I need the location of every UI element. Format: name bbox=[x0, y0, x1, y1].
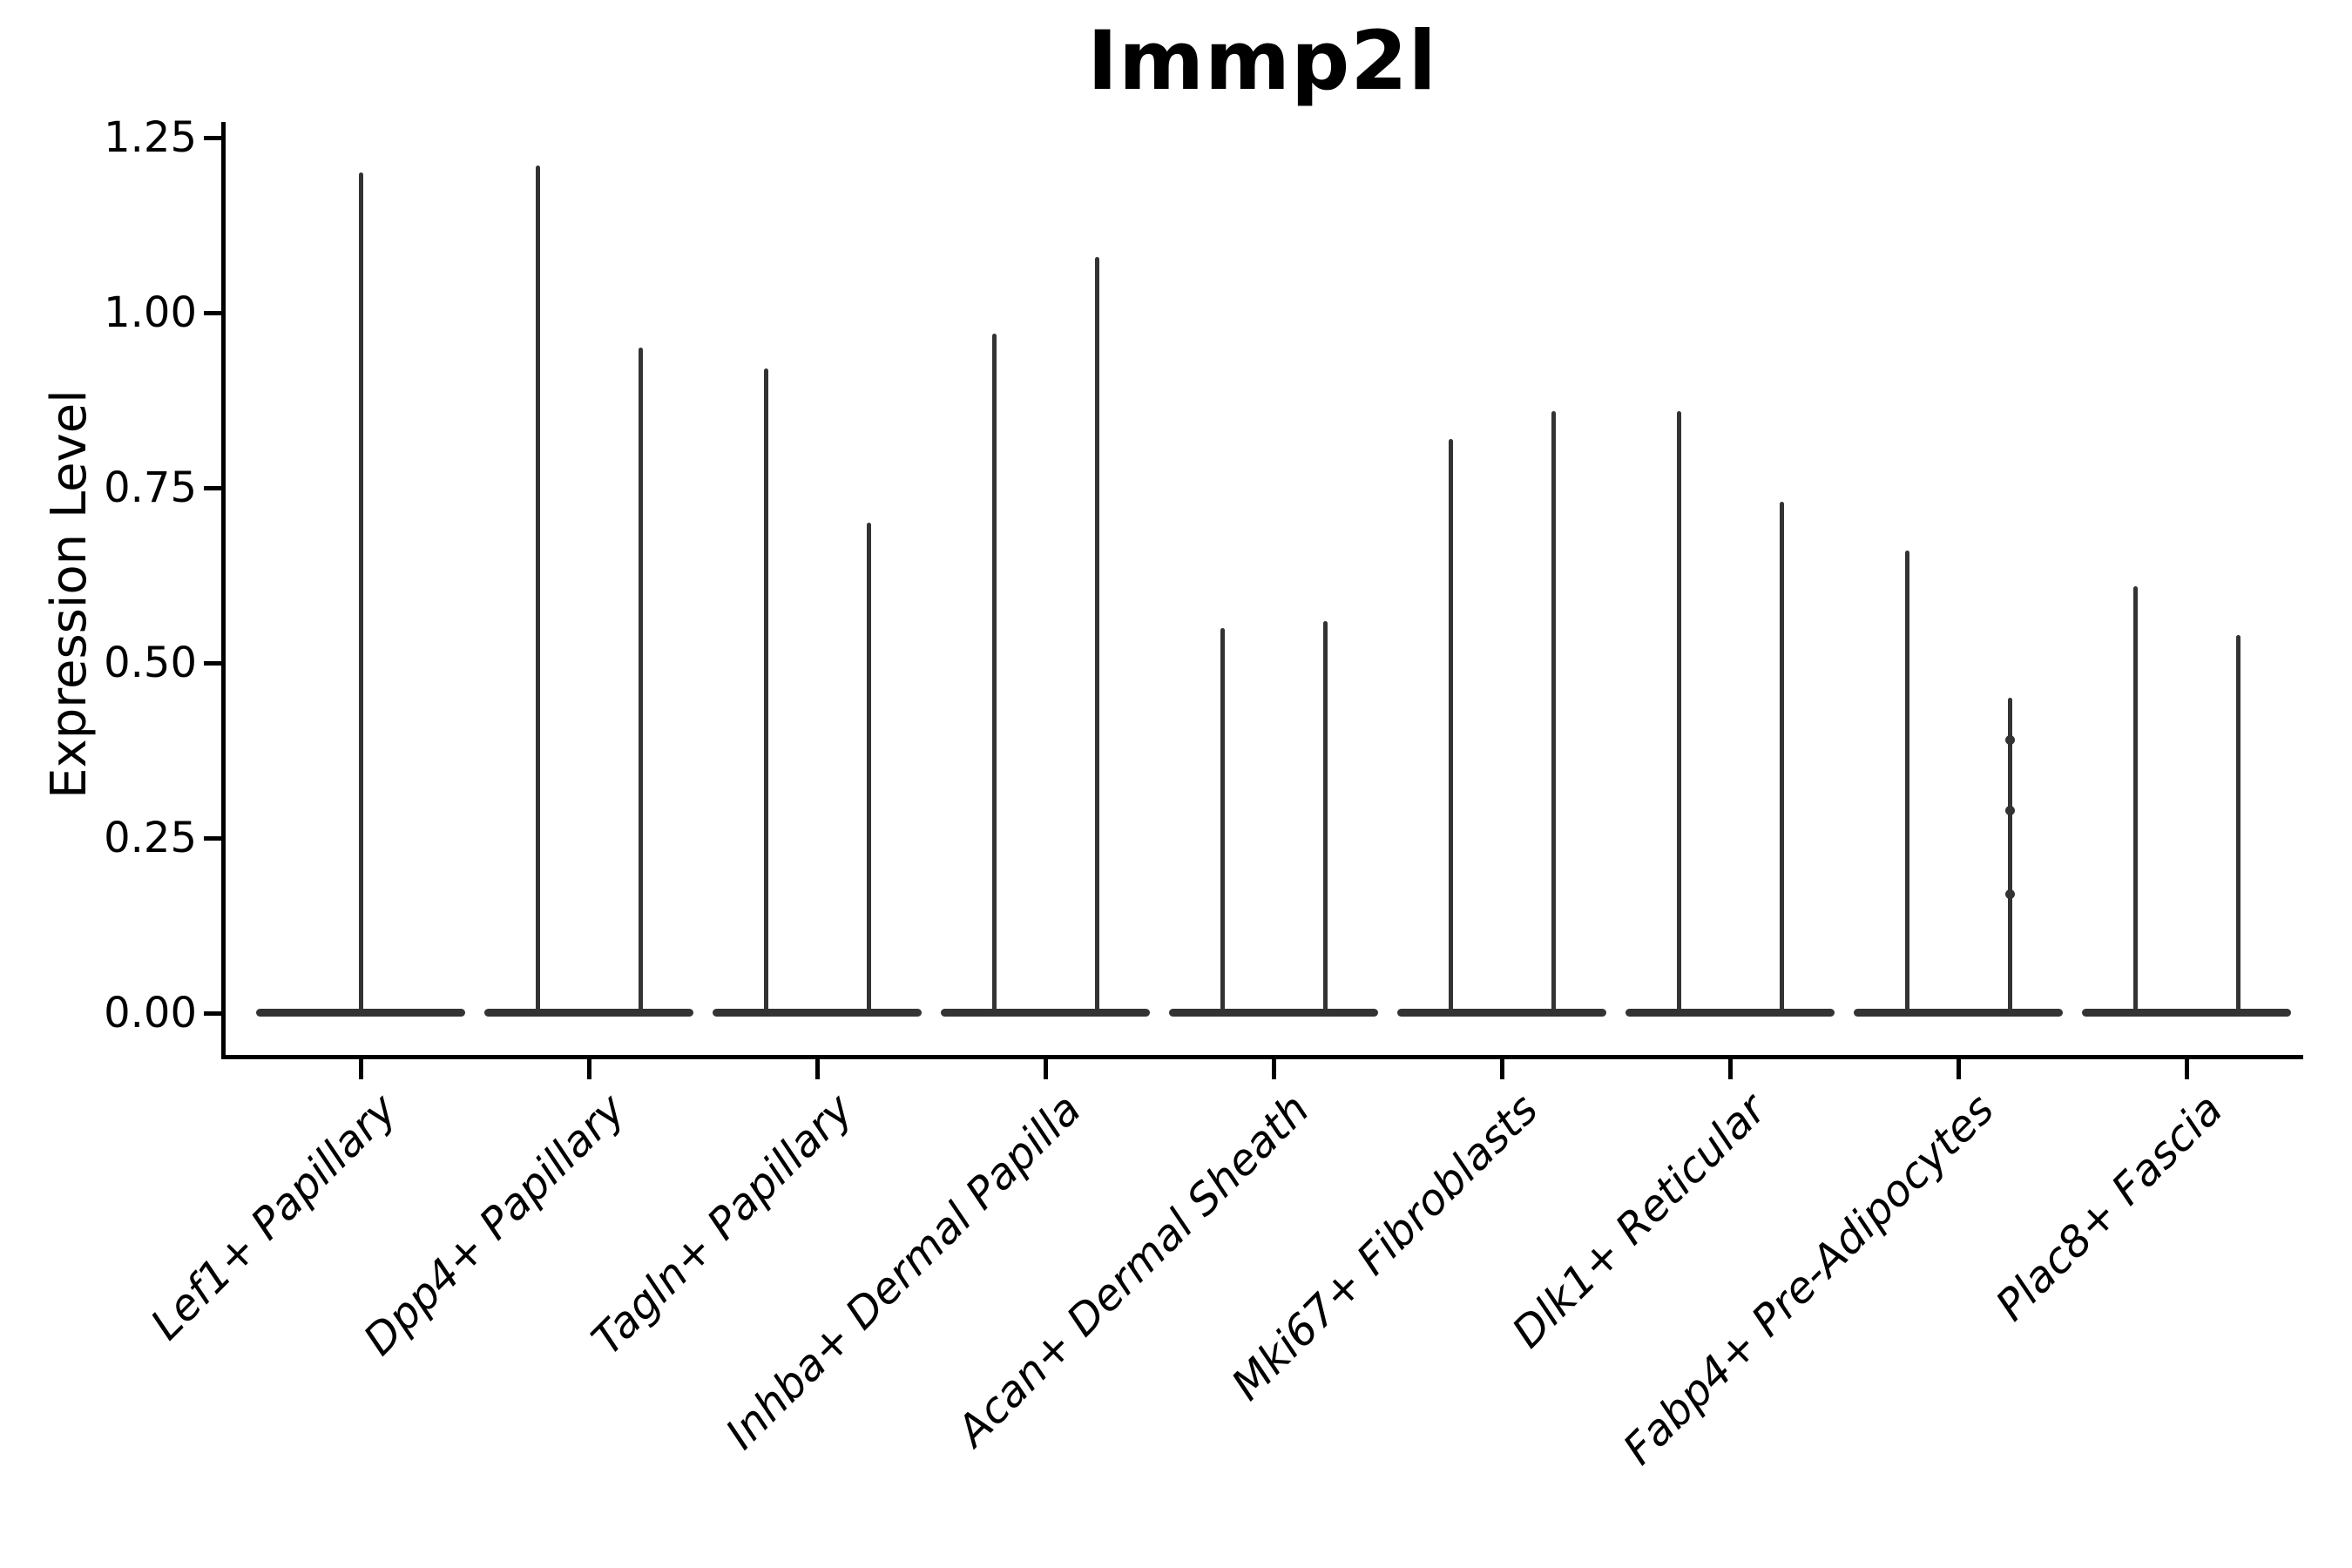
violin-spike bbox=[1220, 627, 1225, 1013]
violin-spike bbox=[638, 348, 643, 1013]
x-tick-mark bbox=[1956, 1059, 1961, 1079]
violin-spike bbox=[535, 166, 540, 1013]
violin-base bbox=[941, 1009, 1150, 1017]
violin-spike bbox=[991, 334, 997, 1013]
violin-spike bbox=[1322, 620, 1328, 1013]
violin-spike bbox=[2235, 634, 2240, 1013]
violin-observation-bump bbox=[2004, 735, 2015, 746]
y-tick-mark bbox=[204, 486, 222, 490]
violin-base bbox=[713, 1009, 922, 1017]
violin-spike bbox=[1551, 410, 1556, 1013]
y-tick-mark bbox=[204, 136, 222, 140]
violin-base bbox=[484, 1009, 693, 1017]
x-tick-mark bbox=[1727, 1059, 1733, 1079]
y-axis-spine bbox=[221, 122, 226, 1059]
y-tick-label: 1.25 bbox=[104, 113, 197, 162]
x-tick-label: Fabp4+ Pre-Adipocytes bbox=[1613, 1084, 2004, 1475]
y-tick-label: 0.25 bbox=[104, 814, 197, 862]
y-tick-label: 0.50 bbox=[104, 639, 197, 687]
violin-spike bbox=[763, 368, 768, 1013]
violin-base bbox=[1625, 1009, 1835, 1017]
violin-observation-bump bbox=[2004, 805, 2015, 815]
x-tick-mark bbox=[358, 1059, 363, 1079]
violin-spike bbox=[2132, 585, 2138, 1013]
x-tick-label: Lef1+ Papillary bbox=[140, 1084, 407, 1350]
x-tick-mark bbox=[1499, 1059, 1504, 1079]
violin-base bbox=[1169, 1009, 1378, 1017]
y-tick-mark bbox=[204, 836, 222, 841]
violin-spike bbox=[866, 523, 871, 1013]
x-tick-mark bbox=[1271, 1059, 1276, 1079]
y-tick-mark bbox=[204, 1011, 222, 1016]
violin-base bbox=[1397, 1009, 1606, 1017]
x-tick-mark bbox=[1043, 1059, 1048, 1079]
y-tick-label: 1.00 bbox=[104, 288, 197, 337]
violin-spike bbox=[358, 172, 363, 1013]
violin-base bbox=[2082, 1009, 2291, 1017]
violin-spike bbox=[1676, 410, 1681, 1013]
violin-spike bbox=[1448, 438, 1453, 1013]
figure-title: Immp2l bbox=[1087, 14, 1437, 109]
violin-observation-bump bbox=[2004, 889, 2015, 900]
violin-spike bbox=[1904, 551, 1909, 1013]
y-tick-mark bbox=[204, 311, 222, 315]
violin-spike bbox=[2007, 698, 2012, 1013]
x-tick-label: Dlk1+ Reticular bbox=[1502, 1084, 1776, 1358]
x-tick-mark bbox=[814, 1059, 820, 1079]
x-tick-label: Plac8+ Fascia bbox=[1985, 1084, 2233, 1331]
x-tick-mark bbox=[586, 1059, 591, 1079]
violin-spike bbox=[1094, 256, 1099, 1013]
y-tick-mark bbox=[204, 661, 222, 666]
x-axis-spine bbox=[221, 1055, 2303, 1059]
violin-spike bbox=[1779, 502, 1784, 1013]
x-tick-mark bbox=[2184, 1059, 2189, 1079]
y-tick-label: 0.00 bbox=[104, 989, 197, 1037]
y-tick-label: 0.75 bbox=[104, 463, 197, 512]
violin-base bbox=[1854, 1009, 2063, 1017]
